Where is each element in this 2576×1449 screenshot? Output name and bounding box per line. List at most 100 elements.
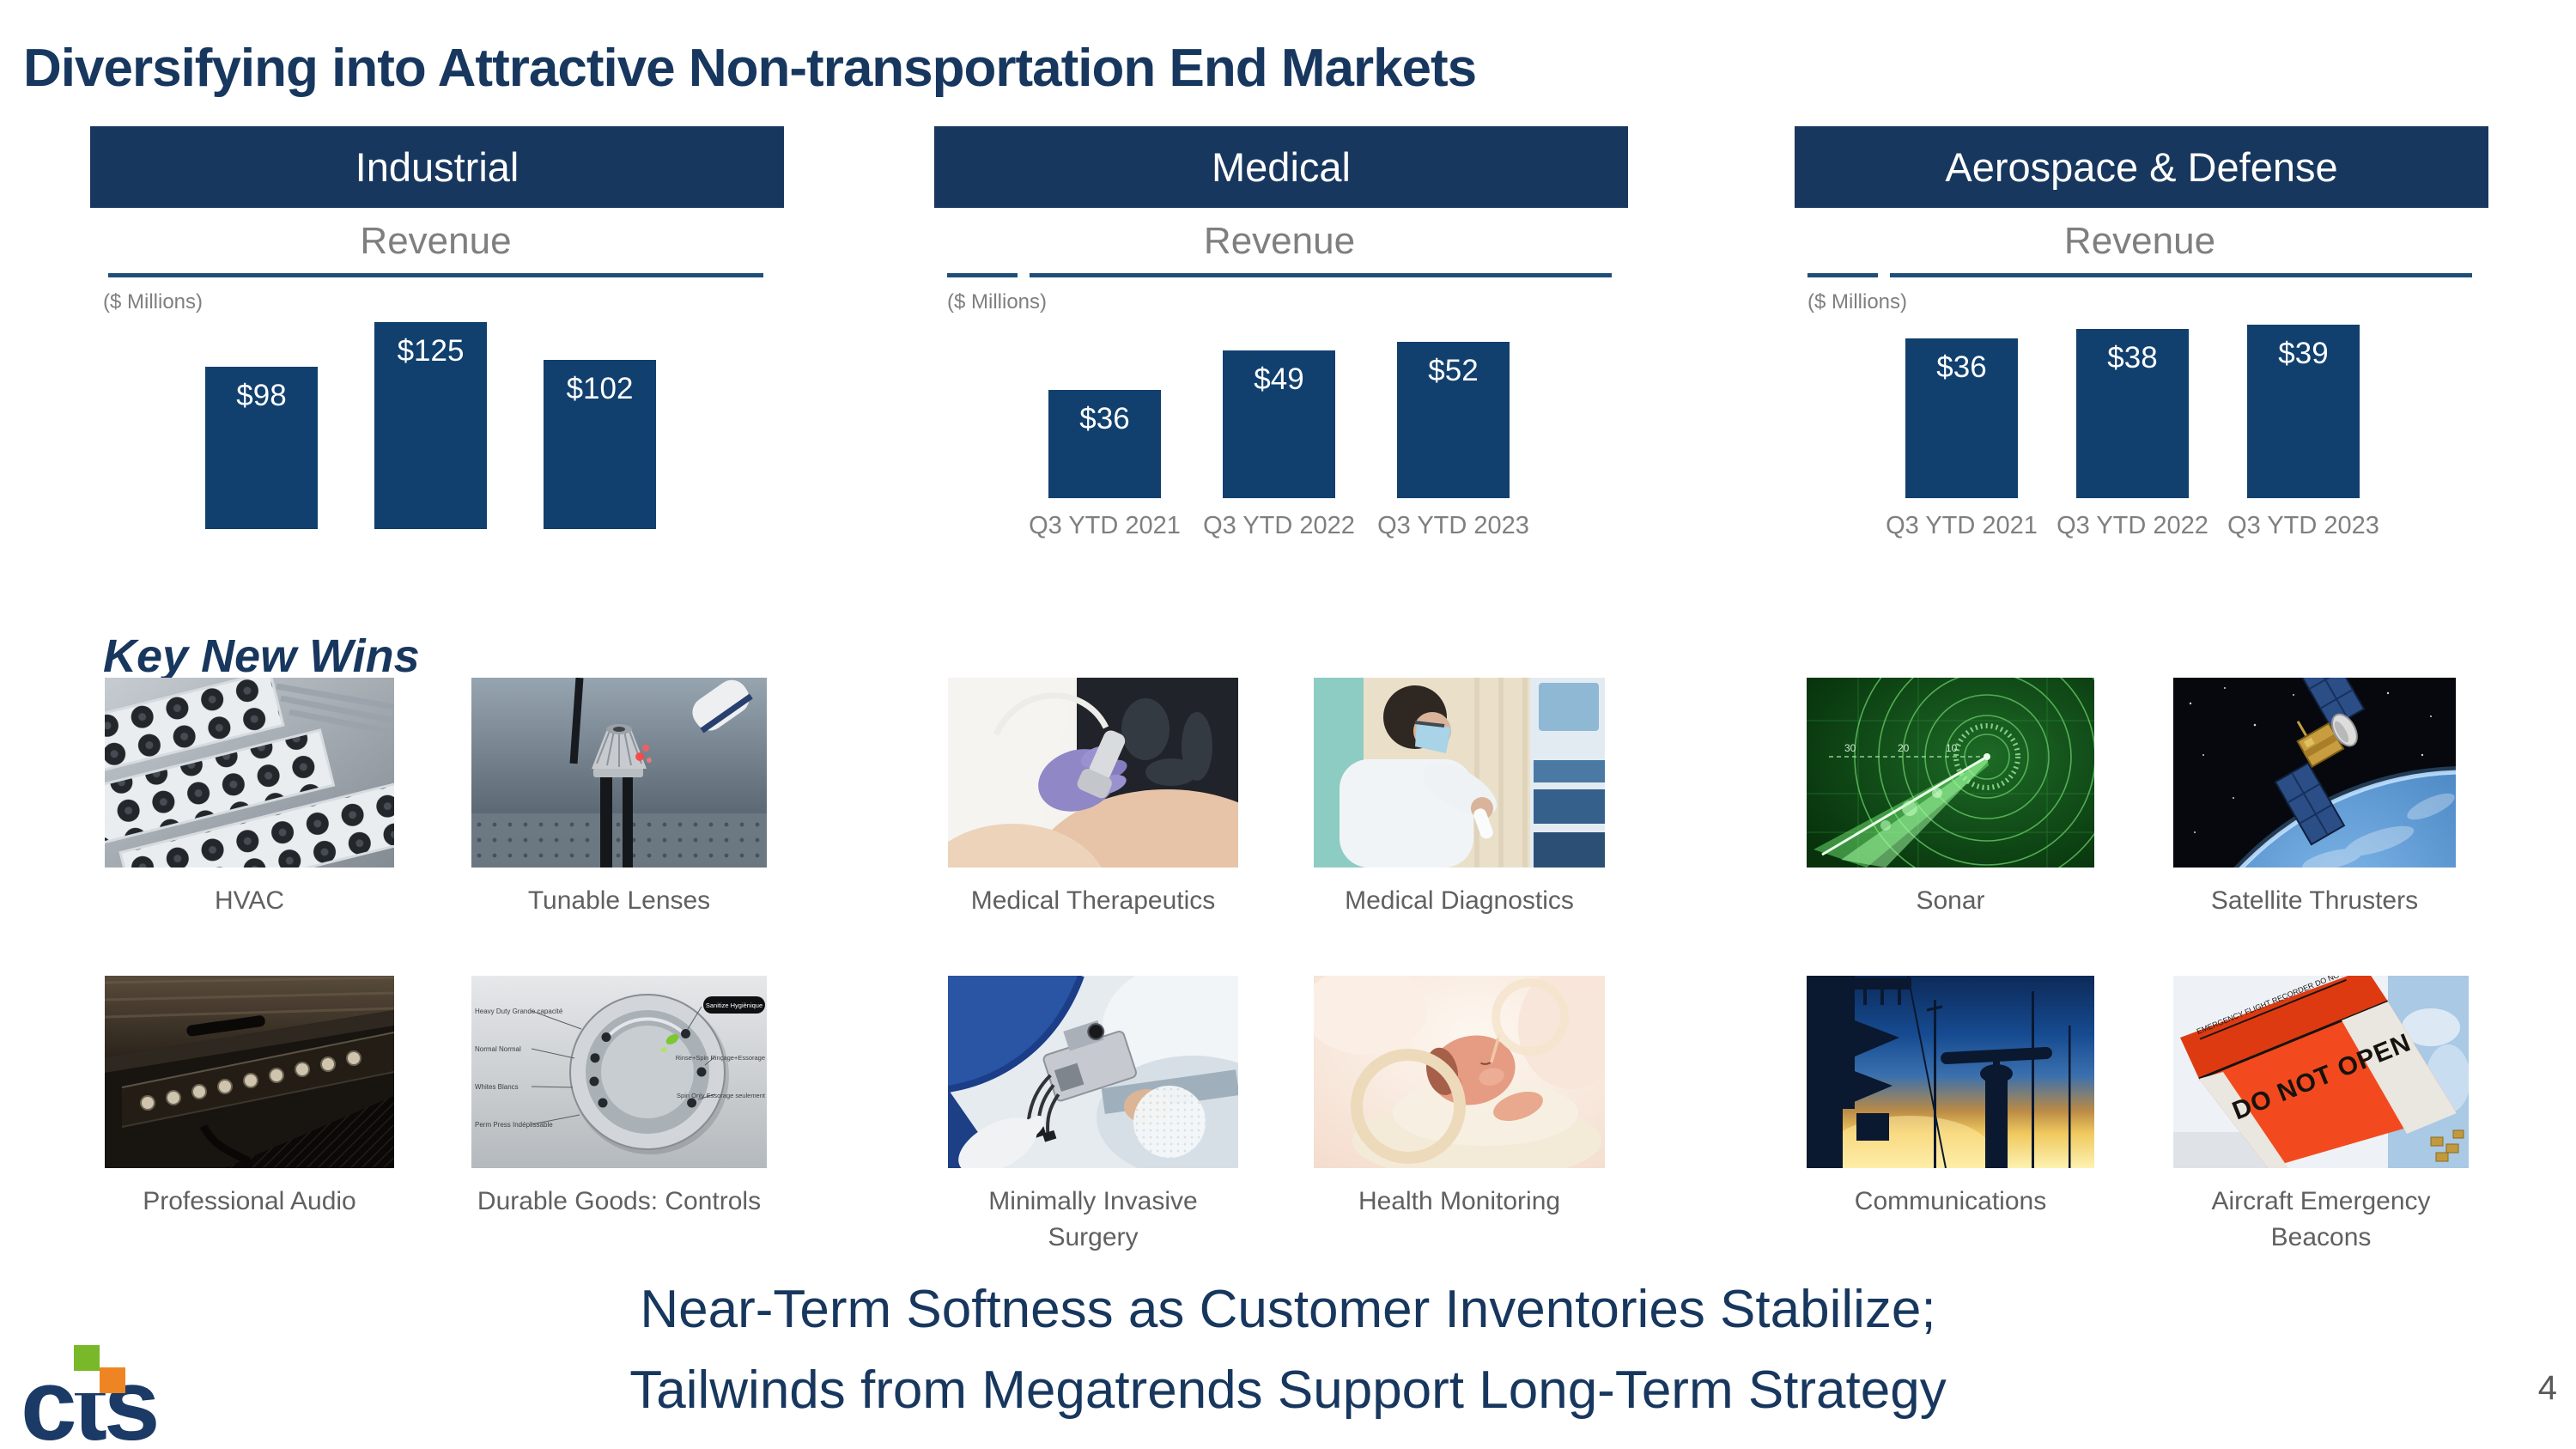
photo-caption: HVAC (214, 886, 285, 915)
dial-label: Rinse+Spin Rinçage+Essorage (676, 1054, 765, 1062)
category-label: Q3 YTD 2023 (2227, 512, 2379, 539)
units-label-medical: ($ Millions) (947, 290, 1048, 314)
chart-heading-underline (108, 273, 763, 277)
photo-caption: Durable Goods: Controls (477, 1187, 762, 1215)
sonar-scale-label: 30 (1844, 742, 1856, 754)
revenue-bar: $49 (1223, 350, 1335, 498)
photo-caption: Satellite Thrusters (2210, 886, 2419, 915)
beacon-box: EMERGENCY FLIGHT RECORDER DO NOT OPEN DO… (2180, 976, 2457, 1168)
bar-value-label: $36 (1079, 402, 1130, 435)
bar-value-label: $52 (1428, 354, 1479, 387)
revenue-bar: $38 (2076, 329, 2189, 498)
tunable-lenses-photo-art (471, 678, 767, 868)
logo-orange-square (100, 1367, 125, 1393)
revenue-bar: $36 (1048, 390, 1161, 498)
tunable-lenses-photo (471, 678, 767, 868)
minimally-invasive-surgery-photo-art (948, 976, 1238, 1168)
satellite (2274, 678, 2366, 846)
revenue-bar: $39 (2247, 325, 2360, 498)
photo-caption: Minimally Invasive Surgery (988, 1187, 1198, 1251)
photo-caption: Health Monitoring (1358, 1187, 1561, 1215)
hvac-photo (105, 678, 394, 868)
photo-caption: Communications (1854, 1187, 2047, 1215)
revenue-bar: $36 (1905, 338, 2018, 498)
sonar-scale-label: 20 (1898, 742, 1910, 754)
professional-audio-photo-art (105, 976, 394, 1168)
aircraft-emergency-beacons-photo-art: EMERGENCY FLIGHT RECORDER DO NOT OPEN DO… (2173, 976, 2469, 1168)
mast-silhouette (1807, 976, 2071, 1168)
sonar-photo: 30 20 10 (1807, 678, 2094, 868)
category-label: Q3 YTD 2021 (1886, 512, 2038, 539)
bar-value-label: $36 (1936, 350, 1987, 384)
page-number: 4 (2537, 1369, 2557, 1407)
category-label: Q3 YTD 2021 (1029, 512, 1181, 539)
hvac-card: HVAC (105, 678, 394, 919)
bar-value-label: $125 (397, 334, 465, 368)
tunable-lenses-card: Tunable Lenses (471, 678, 767, 919)
chart-heading-aerospace: Revenue (2063, 220, 2216, 262)
revenue-bar: $102 (544, 360, 656, 529)
durable-goods-controls-photo: Heavy Duty Grande capacité Normal Normal… (471, 976, 767, 1168)
photo-caption: Tunable Lenses (527, 886, 711, 915)
category-label: Q3 YTD 2022 (1203, 512, 1355, 539)
photo-caption: Professional Audio (143, 1187, 356, 1215)
page-title: Diversifying into Attractive Non-transpo… (23, 38, 1477, 98)
minimally-invasive-surgery-photo (948, 976, 1238, 1168)
health-monitoring-card: Health Monitoring (1314, 976, 1605, 1220)
aircraft-emergency-beacons-photo: EMERGENCY FLIGHT RECORDER DO NOT OPEN DO… (2173, 976, 2469, 1168)
key-new-wins-heading: Key New Wins (103, 630, 420, 682)
communications-card: Communications (1807, 976, 2094, 1220)
statement-line-1: Near-Term Softness as Customer Inventori… (640, 1280, 1936, 1339)
bar-value-label: $38 (2107, 341, 2158, 374)
sonar-photo-art: 30 20 10 (1807, 678, 2094, 868)
chart-heading-industrial: Revenue (360, 220, 512, 262)
medical-therapeutics-photo (948, 678, 1238, 868)
minimally-invasive-surgery-card: Minimally Invasive Surgery (948, 976, 1238, 1256)
column-header-medical: Medical (934, 126, 1628, 208)
dial-label-sanitize: Sanitize Hygiènique (706, 1002, 762, 1009)
photo-caption: Medical Diagnostics (1345, 886, 1574, 915)
medical-diagnostics-card: Medical Diagnostics (1314, 678, 1605, 919)
units-label-industrial: ($ Millions) (103, 290, 204, 314)
aerospace-revenue-chart: $36 Q3 YTD 2021 $38 Q3 YTD 2022 $39 Q3 YTD 20… (1886, 275, 2379, 539)
medical-therapeutics-card: Medical Therapeutics (948, 678, 1238, 919)
dial-label: Whites Blancs (475, 1083, 519, 1091)
professional-audio-photo (105, 976, 394, 1168)
medical-diagnostics-photo-art (1314, 678, 1605, 868)
photo-caption: Medical Therapeutics (970, 886, 1216, 915)
dial-label: Normal Normal (475, 1045, 521, 1053)
industrial-revenue-chart: $98 $125 $102 (205, 306, 656, 529)
units-label-aerospace: ($ Millions) (1807, 290, 1908, 314)
durable-goods-controls-photo-art: Heavy Duty Grande capacité Normal Normal… (471, 976, 767, 1168)
durable-goods-controls-card: Heavy Duty Grande capacité Normal Normal… (471, 976, 767, 1220)
medical-diagnostics-photo (1314, 678, 1605, 868)
bar-value-label: $49 (1254, 362, 1304, 396)
bottom-statement: Near-Term Softness as Customer Inventori… (322, 1269, 2254, 1431)
sonar-scale-label: 10 (1946, 742, 1958, 754)
revenue-bar: $52 (1397, 342, 1510, 498)
cts-logo: cts (24, 1343, 161, 1446)
bar-value-label: $98 (236, 379, 287, 412)
column-header-aerospace-defense: Aerospace & Defense (1795, 126, 2488, 208)
dial-label: Heavy Duty Grande capacité (475, 1008, 563, 1015)
column-header-industrial: Industrial (90, 126, 784, 208)
satellite-thrusters-photo (2173, 678, 2456, 868)
satellite-thrusters-card: Satellite Thrusters (2173, 678, 2456, 919)
chart-heading-medical: Revenue (1203, 220, 1356, 262)
sonar-card: 30 20 10 Sonar (1807, 678, 2094, 919)
logo-green-square (74, 1345, 100, 1371)
bar-value-label: $39 (2278, 337, 2329, 370)
chart-heading-underline (1807, 273, 2472, 277)
medical-therapeutics-photo-art (948, 678, 1238, 868)
photo-caption: Aircraft Emergency Beacons (2211, 1187, 2431, 1251)
satellite-thrusters-photo-art (2173, 678, 2456, 868)
aircraft-emergency-beacons-card: EMERGENCY FLIGHT RECORDER DO NOT OPEN DO… (2173, 976, 2469, 1256)
revenue-bar: $98 (205, 367, 318, 529)
chart-heading-underline (947, 273, 1612, 277)
health-monitoring-photo-art (1314, 976, 1605, 1168)
hvac-photo-art (105, 678, 394, 868)
health-monitoring-photo (1314, 976, 1605, 1168)
revenue-bar: $125 (374, 322, 487, 529)
statement-line-2: Tailwinds from Megatrends Support Long-T… (629, 1361, 1947, 1420)
